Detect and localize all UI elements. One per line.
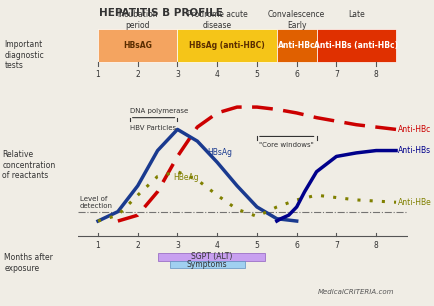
Text: Anti-HBs (anti-HBc): Anti-HBs (anti-HBc) — [314, 41, 398, 50]
Text: SGPT (ALT): SGPT (ALT) — [191, 252, 232, 261]
Text: 2: 2 — [135, 241, 140, 250]
Text: 3: 3 — [175, 70, 180, 79]
Text: 4: 4 — [215, 70, 220, 79]
Text: HBV Particles: HBV Particles — [130, 125, 176, 131]
Text: HBeAg: HBeAg — [174, 173, 199, 182]
FancyBboxPatch shape — [277, 29, 316, 62]
Text: Relative
concentration
of reactants: Relative concentration of reactants — [2, 150, 56, 180]
Text: 5: 5 — [254, 70, 260, 79]
Text: Convalescence
Early: Convalescence Early — [268, 10, 326, 30]
FancyBboxPatch shape — [316, 29, 396, 62]
Text: Months after
exposure: Months after exposure — [4, 253, 53, 273]
FancyBboxPatch shape — [178, 29, 277, 62]
Text: 8: 8 — [374, 241, 378, 250]
Text: 2: 2 — [135, 70, 140, 79]
Text: 6: 6 — [294, 70, 299, 79]
FancyBboxPatch shape — [170, 261, 245, 268]
Text: 5: 5 — [254, 241, 260, 250]
Text: Anti-HBs: Anti-HBs — [398, 146, 431, 155]
Text: 1: 1 — [95, 70, 100, 79]
Text: Important
diagnostic
tests: Important diagnostic tests — [4, 40, 44, 70]
Text: Anti-HBc: Anti-HBc — [278, 41, 316, 50]
Text: Late: Late — [348, 10, 365, 19]
FancyBboxPatch shape — [98, 29, 178, 62]
Text: "Core windows": "Core windows" — [260, 142, 314, 148]
Text: 7: 7 — [334, 70, 339, 79]
Text: HEPATITIS B PROFILE: HEPATITIS B PROFILE — [99, 8, 223, 18]
Text: 4: 4 — [215, 241, 220, 250]
Text: HBsAg (anti-HBC): HBsAg (anti-HBC) — [189, 41, 265, 50]
Text: 6: 6 — [294, 241, 299, 250]
Text: HBsAg: HBsAg — [207, 148, 232, 157]
Text: Symptoms: Symptoms — [187, 260, 227, 269]
FancyBboxPatch shape — [158, 253, 265, 261]
Text: 3: 3 — [175, 241, 180, 250]
Text: 1: 1 — [95, 241, 100, 250]
Text: 8: 8 — [374, 70, 378, 79]
Text: Incubation
period: Incubation period — [118, 10, 158, 30]
Text: Anti-HBc: Anti-HBc — [398, 125, 431, 134]
Text: MedicalCRITERIA.com: MedicalCRITERIA.com — [318, 289, 394, 295]
Text: DNA polymerase: DNA polymerase — [130, 108, 188, 114]
Text: HBsAG: HBsAG — [123, 41, 152, 50]
Text: Level of
detection: Level of detection — [80, 196, 113, 209]
Text: 7: 7 — [334, 241, 339, 250]
Text: Anti-HBe: Anti-HBe — [398, 198, 432, 207]
Text: Prodrome acute
disease: Prodrome acute disease — [187, 10, 247, 30]
